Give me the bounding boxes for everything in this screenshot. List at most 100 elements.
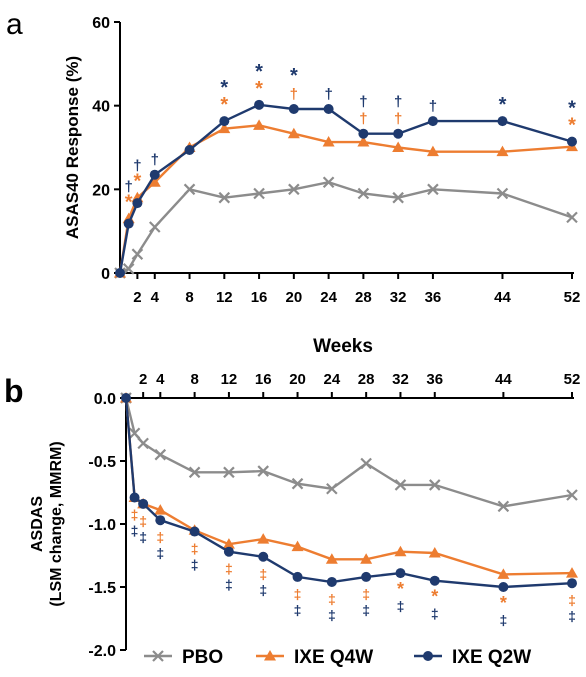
panel-b-significance-mark: ‡ xyxy=(191,557,199,573)
panel-a-y-axis-title: ASAS40 Response (%) xyxy=(63,56,82,239)
panel-a-point-ixe-q2w xyxy=(184,145,195,156)
legend-label-ixe-q4w: IXE Q4W xyxy=(294,647,373,668)
panel-b-x-tick-label: 2 xyxy=(139,371,147,388)
panel-b-significance-mark: ‡ xyxy=(156,545,164,561)
panel-b-point-ixe-q4w xyxy=(325,553,338,564)
panel-a-point-ixe-q2w xyxy=(323,104,334,115)
panel-a-x-tick-label: 28 xyxy=(355,289,372,306)
panel-b-x-tick-label: 44 xyxy=(495,371,512,388)
panel-a-point-ixe-q2w xyxy=(567,136,577,147)
panel-b-significance-mark: ‡ xyxy=(362,602,370,618)
legend-label-pbo: PBO xyxy=(182,647,223,668)
panel-b-significance-mark: ‡ xyxy=(139,513,147,529)
panel-b-series-line-pbo xyxy=(124,397,573,508)
panel-a-point-pbo xyxy=(148,221,161,233)
panel-b-point-ixe-q4w xyxy=(291,540,304,552)
legend-marker-ixe-q2w xyxy=(423,651,433,661)
panel-b-point-ixe-q4w xyxy=(394,545,407,557)
panel-b-point-ixe-q4w xyxy=(360,553,373,564)
panel-a-significance-mark: † xyxy=(151,152,159,169)
panel-b-significance-mark: ‡ xyxy=(259,566,267,582)
panel-b-significance-mark: ‡ xyxy=(568,592,576,608)
panel-a-significance-mark: * xyxy=(255,61,263,83)
legend-label-ixe-q2w: IXE Q2W xyxy=(452,647,531,668)
panel-b-point-ixe-q4w xyxy=(428,546,441,558)
panel-a-significance-mark: * xyxy=(220,77,228,99)
panel-a-y-tick-label: 0 xyxy=(101,266,110,283)
panel-b-point-pbo xyxy=(566,489,578,501)
panel-a-x-axis-title: Weeks xyxy=(313,336,373,357)
panel-a-point-pbo xyxy=(288,183,300,196)
legend: PBO IXE Q4W IXE Q2W xyxy=(144,647,531,668)
panel-a-point-ixe-q4w xyxy=(218,122,231,134)
panel-a-significance-mark: † xyxy=(394,111,402,128)
panel-a-point-ixe-q2w xyxy=(123,218,134,229)
panel-a-significance-mark: * xyxy=(568,98,576,120)
panel-b-panel-label: b xyxy=(4,373,24,409)
panel-a-x-tick-label: 44 xyxy=(494,289,511,306)
panel-a-significance-mark: † xyxy=(290,86,298,103)
panel-b-significance-mark: ‡ xyxy=(139,529,147,545)
legend-marker-pbo xyxy=(152,650,164,662)
panel-b-significance-mark: ‡ xyxy=(568,608,576,624)
panel-a-point-ixe-q2w xyxy=(219,116,230,127)
panel-b-significance-mark: ‡ xyxy=(431,606,439,622)
panel-b-significance-mark: ‡ xyxy=(397,598,405,614)
panel-b-point-pbo xyxy=(257,465,270,477)
panel-b-significance-mark: * xyxy=(397,579,404,599)
panel-b-point-pbo xyxy=(360,457,372,470)
panel-b-point-ixe-q2w xyxy=(292,571,303,582)
panel-b-point-ixe-q4w xyxy=(257,533,270,544)
panel-b-x-tick-label: 12 xyxy=(221,371,238,388)
panel-b-x-tick-label: 28 xyxy=(358,371,375,388)
panel-b-y-axis-title-line: (LSM change, MMRM) xyxy=(48,441,65,606)
panel-b-significance-mark: ‡ xyxy=(294,586,302,602)
panel-b-significance-mark: ‡ xyxy=(131,523,139,539)
panel-b-point-ixe-q2w xyxy=(395,568,406,579)
panel-a-y-tick-label: 40 xyxy=(92,99,110,116)
panel-b-point-ixe-q4w xyxy=(566,567,578,578)
panel-b-y-tick-label: -1.5 xyxy=(88,580,116,597)
panel-a-point-ixe-q4w xyxy=(287,127,300,139)
panel-a-panel-label: a xyxy=(6,8,23,41)
panel-b-point-ixe-q2w xyxy=(121,393,131,403)
panel-b-point-ixe-q2w xyxy=(567,578,577,589)
panel-a-point-ixe-q4w xyxy=(392,141,405,152)
panel-a-x-tick-label: 16 xyxy=(251,289,268,306)
panel-b-x-tick-label: 16 xyxy=(255,371,272,388)
panel-a-series-line-ixe-q2w xyxy=(118,103,573,274)
panel-b-x-tick-label: 52 xyxy=(564,371,581,388)
panel-a-point-pbo xyxy=(392,191,404,204)
panel-b-significance-mark: * xyxy=(431,587,438,607)
panel-a-y-tick-label: 20 xyxy=(92,182,110,199)
panel-a-significance-mark: † xyxy=(359,94,367,111)
panel-b-point-pbo xyxy=(188,466,201,479)
panel-a-significance-mark: † xyxy=(359,111,367,128)
panel-b-y-tick-label: -2.0 xyxy=(88,643,116,660)
panel-a-significance-mark: † xyxy=(429,98,437,115)
panel-a-point-ixe-q4w xyxy=(253,119,266,130)
panel-b-y-tick-label: 0.0 xyxy=(94,391,116,408)
panel-a-point-pbo xyxy=(496,187,509,200)
panel-b-point-ixe-q4w xyxy=(222,538,235,549)
panel-a-significance-mark: † xyxy=(133,158,141,175)
panel-a-x-tick-label: 2 xyxy=(133,289,141,306)
panel-b-x-tick-label: 4 xyxy=(156,371,165,388)
panel-a-point-pbo xyxy=(218,191,231,204)
panel-b-y-tick-label: -1.0 xyxy=(88,517,116,534)
panel-a-point-ixe-q2w xyxy=(115,268,125,278)
panel-a-point-ixe-q2w xyxy=(393,128,404,139)
panel-b-point-ixe-q2w xyxy=(138,498,149,509)
legend-marker-ixe-q4w xyxy=(264,650,276,661)
panel-b-y-axis-title: ASDAS (LSM change, MMRM) xyxy=(29,441,65,606)
panel-b-significance-mark: ‡ xyxy=(328,607,336,623)
panel-b-significance-mark: ‡ xyxy=(259,582,267,598)
panel-b-point-pbo xyxy=(428,479,441,491)
panel-a-point-ixe-q4w xyxy=(148,176,161,187)
panel-b-x-tick-label: 36 xyxy=(426,371,443,388)
panel-a-series-line-ixe-q4w xyxy=(118,124,573,274)
panel-b-point-ixe-q2w xyxy=(155,515,166,526)
panel-a-significance-mark: † xyxy=(125,179,133,196)
panel-b-significance-mark: ‡ xyxy=(191,541,199,557)
